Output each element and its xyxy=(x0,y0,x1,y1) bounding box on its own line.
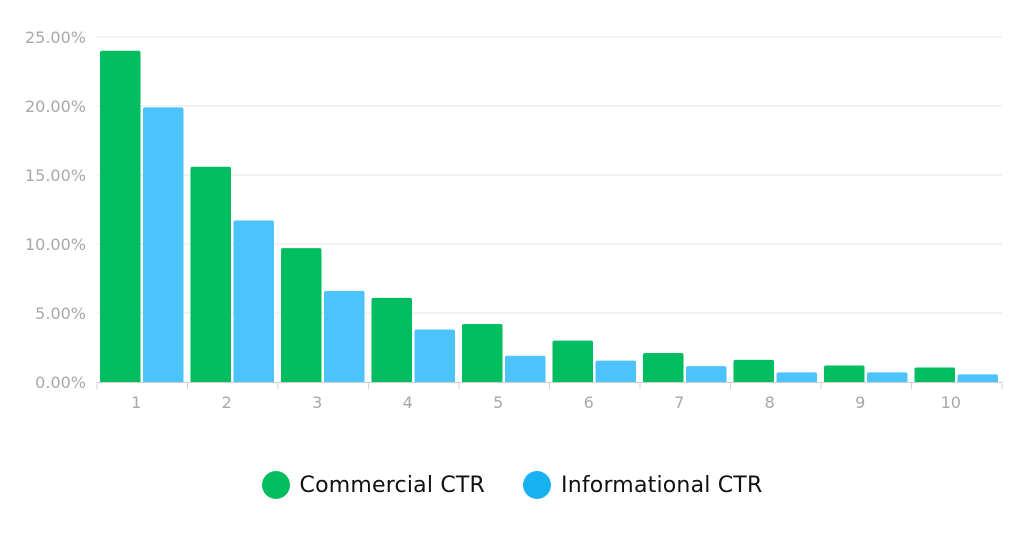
y-tick-label: 5.00% xyxy=(35,304,86,323)
bars xyxy=(100,50,998,383)
x-tick-label: 6 xyxy=(584,393,594,412)
legend-item-commercial[interactable]: Commercial CTR xyxy=(261,471,486,499)
bar-informational-2 xyxy=(233,220,274,382)
legend-swatch-informational xyxy=(523,471,552,499)
y-tick-label: 10.00% xyxy=(25,235,86,254)
y-tick-label: 20.00% xyxy=(25,97,86,116)
y-axis-ticks: 0.00% 5.00% 10.00% 15.00% 20.00% 25.00% xyxy=(25,28,86,392)
bar-informational-3 xyxy=(324,290,365,382)
y-tick-label: 15.00% xyxy=(25,166,86,185)
bar-commercial-8 xyxy=(733,359,774,382)
bar-commercial-10 xyxy=(914,367,955,382)
bar-commercial-9 xyxy=(824,365,865,382)
bar-commercial-7 xyxy=(643,353,684,382)
y-tick-label: 25.00% xyxy=(25,28,86,47)
x-tick-label: 5 xyxy=(493,393,503,412)
bar-informational-1 xyxy=(143,107,184,382)
y-tick-label: 0.00% xyxy=(35,373,86,392)
bar-informational-7 xyxy=(686,366,727,382)
x-tick-label: 7 xyxy=(674,393,684,412)
bar-informational-6 xyxy=(595,360,636,382)
legend-swatch-commercial xyxy=(261,471,290,499)
legend-item-informational[interactable]: Informational CTR xyxy=(523,471,762,499)
bar-commercial-6 xyxy=(552,340,593,382)
legend-label-commercial: Commercial CTR xyxy=(299,472,486,498)
bar-commercial-2 xyxy=(190,166,231,382)
x-tick-label: 10 xyxy=(941,393,961,412)
gridlines xyxy=(97,36,1002,314)
bar-commercial-4 xyxy=(371,297,412,382)
legend: Commercial CTR Informational CTR xyxy=(0,465,1024,505)
bar-informational-9 xyxy=(867,372,908,382)
bar-commercial-3 xyxy=(281,248,322,382)
x-tick-label: 2 xyxy=(222,393,232,412)
bar-informational-4 xyxy=(414,329,455,382)
bar-commercial-1 xyxy=(100,50,141,383)
bar-informational-5 xyxy=(505,355,546,382)
legend-label-informational: Informational CTR xyxy=(561,472,763,498)
x-tick-label: 9 xyxy=(855,393,865,412)
bar-informational-10 xyxy=(957,374,998,382)
x-tick-label: 3 xyxy=(312,393,322,412)
bar-informational-8 xyxy=(776,372,817,382)
x-tick-label: 8 xyxy=(765,393,775,412)
bar-chart: 0.00% 5.00% 10.00% 15.00% 20.00% 25.00% 1 2 3 4 5… xyxy=(25,28,1003,412)
bar-commercial-5 xyxy=(462,324,503,382)
x-tick-label: 1 xyxy=(131,393,141,412)
x-axis-ticks: 1 2 3 4 5 6 7 8 9 10 xyxy=(96,382,1003,412)
x-tick-label: 4 xyxy=(403,393,413,412)
